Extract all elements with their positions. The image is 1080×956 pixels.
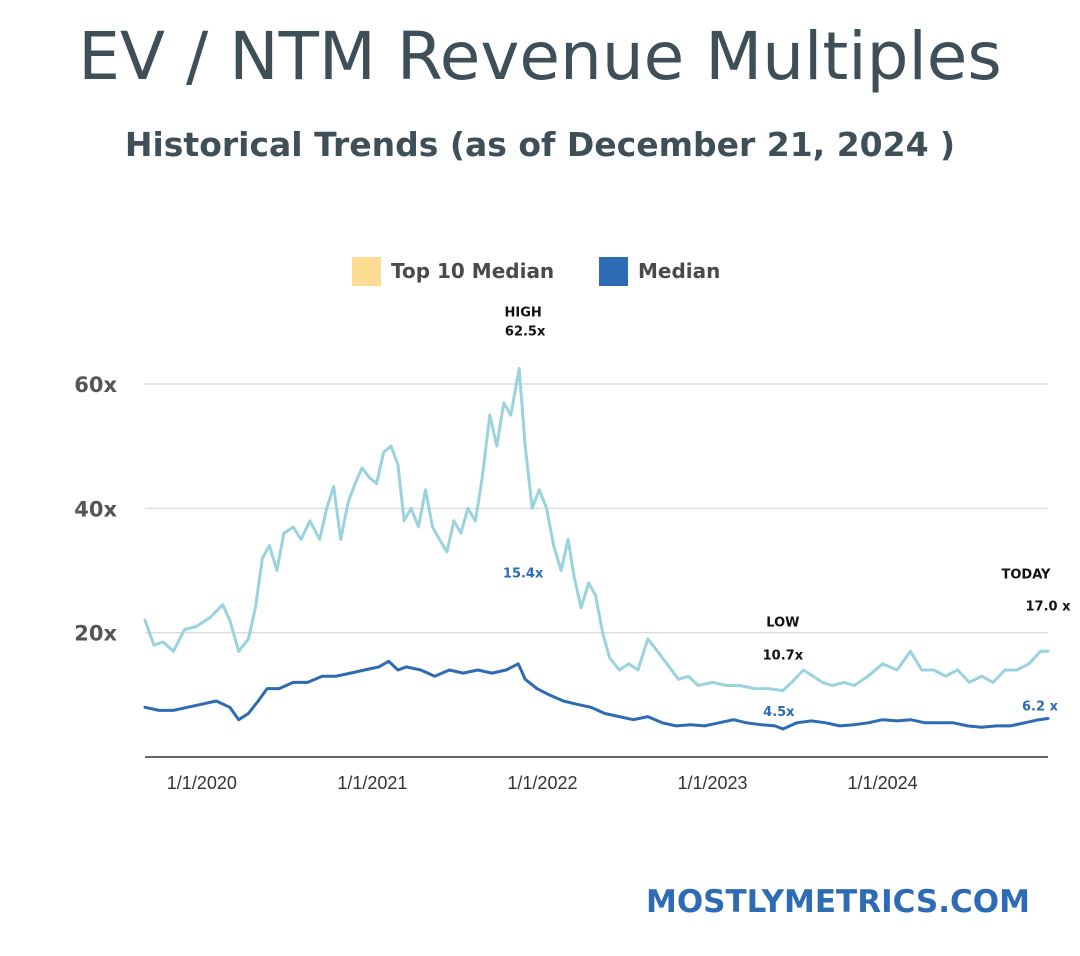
series-lines [143, 367, 1050, 731]
y-tick-label: 40x [74, 497, 117, 521]
x-tick-label: 1/1/2021 [337, 773, 407, 793]
annotation-low-value: 10.7x [763, 648, 804, 663]
annotation-high-label: HIGH [505, 305, 542, 320]
x-tick-label: 1/1/2024 [848, 773, 918, 793]
page-title: EV / NTM Revenue Multiples [78, 18, 1002, 95]
series-line-top10 [143, 367, 1050, 692]
chart-annotations: HIGH 62.5x 15.4x LOW 10.7x 4.5x TODAY 17.0 x 6.2… [503, 305, 1071, 720]
legend-swatch-median [599, 257, 628, 286]
annotation-median-low: 4.5x [763, 705, 795, 720]
x-tick-label: 1/1/2020 [167, 773, 237, 793]
annotation-today-value: 17.0 x [1026, 599, 1072, 614]
x-axis-ticks: 1/1/2020 1/1/2021 1/1/2022 1/1/2023 1/1/2024 [167, 773, 918, 793]
x-tick-label: 1/1/2022 [507, 773, 577, 793]
x-tick-label: 1/1/2023 [677, 773, 747, 793]
legend-label-top10: Top 10 Median [391, 259, 554, 283]
legend-swatch-top10 [352, 257, 381, 286]
annotation-median-high: 15.4x [503, 566, 544, 581]
annotation-median-today: 6.2 x [1022, 699, 1059, 714]
y-axis-ticks: 20x 40x 60x [74, 373, 117, 646]
legend-label-median: Median [638, 259, 720, 283]
y-tick-label: 60x [74, 373, 117, 397]
chart-legend: Top 10 Median Median [352, 257, 720, 286]
series-line-median [143, 659, 1050, 731]
annotation-low-label: LOW [766, 615, 799, 630]
grid-lines [145, 383, 1048, 634]
page-subtitle: Historical Trends (as of December 21, 20… [124, 125, 956, 164]
annotation-today-label: TODAY [1002, 567, 1052, 582]
footer-brand: MOSTLYMETRICS.COM [645, 884, 1030, 920]
y-tick-label: 20x [74, 622, 117, 646]
annotation-high-value: 62.5x [505, 324, 546, 339]
